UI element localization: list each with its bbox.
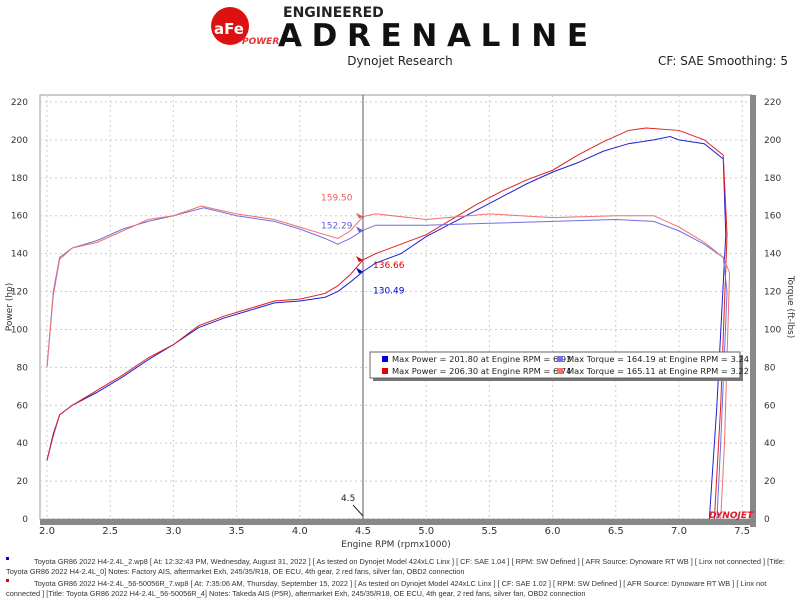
run-color-marker [6, 557, 9, 560]
afe-badge [211, 7, 249, 45]
svg-text:POWER: POWER [242, 37, 279, 47]
y-axis-label: Power (hp) [5, 283, 15, 332]
cursor-value-marker [356, 255, 363, 262]
cursor-value-marker [356, 226, 363, 233]
legend-entry: Max Power = 206.30 at Engine RPM = 6.74 [392, 366, 571, 376]
cursor-value-label: 159.50 [321, 194, 353, 204]
series-line-power-0 [46, 135, 727, 520]
svg-text:ENGINEERED: ENGINEERED [283, 5, 384, 21]
run-note-line: Toyota GR86 2022 H4-2.4L_2.wp8 [ At: 12:… [34, 557, 785, 566]
y2-tick-label: 200 [764, 136, 781, 146]
y-tick-label: 200 [11, 136, 28, 146]
y2-axis-label: Torque (ft-lbs) [785, 275, 795, 339]
correction-factor: CF: SAE Smoothing: 5 [657, 54, 788, 68]
y2-tick-label: 60 [764, 401, 776, 411]
legend-swatch [557, 356, 563, 362]
y2-tick-label: 40 [764, 439, 776, 449]
legend-entry: Max Torque = 164.19 at Engine RPM = 3.24 [567, 354, 749, 364]
plot-area [39, 94, 753, 520]
y2-tick-label: 80 [764, 363, 776, 373]
run-color-marker [6, 579, 9, 582]
x-tick-label: 3.5 [229, 526, 245, 537]
y-tick-label: 100 [11, 325, 28, 335]
y2-tick-label: 0 [764, 515, 770, 525]
x-tick-label: 2.0 [39, 526, 55, 537]
legend-entry: Max Torque = 165.11 at Engine RPM = 3.22 [567, 366, 749, 376]
x-tick-label: 6.0 [545, 526, 561, 537]
run-note-line: Toyota GR86 2022 H4-2.4L_0] Notes: Facto… [6, 567, 465, 576]
dynojet-watermark: DYNOJET [709, 511, 754, 521]
x-tick-label: 7.5 [734, 526, 750, 537]
chart-subtitle: Dynojet Research [347, 54, 453, 68]
cursor-value-marker [356, 267, 363, 274]
y2-tick-label: 120 [764, 288, 781, 298]
cursor-arrow [352, 504, 364, 517]
series-line-torque-2 [46, 207, 728, 520]
cursor-label: 4.5 [341, 494, 355, 504]
x-tick-label: 6.5 [608, 526, 624, 537]
legend-box [369, 351, 741, 379]
series-line-power-1 [46, 127, 728, 520]
y-tick-label: 140 [11, 250, 28, 260]
cursor-value-label: 130.49 [373, 287, 405, 297]
run-note-line: connected ] [Title: Toyota GR86 2022 H4-… [6, 589, 586, 598]
y2-tick-label: 100 [764, 325, 781, 335]
svg-text:aFe: aFe [214, 20, 244, 38]
cursor-value-label: 136.66 [373, 261, 405, 271]
y-tick-label: 220 [11, 98, 28, 108]
x-tick-label: 2.5 [102, 526, 118, 537]
y-tick-label: 80 [17, 363, 29, 373]
x-tick-label: 5.5 [481, 526, 497, 537]
legend-swatch [557, 368, 563, 374]
y2-tick-label: 160 [764, 212, 781, 222]
svg-text:ADRENALINE: ADRENALINE [278, 18, 588, 50]
legend-swatch [382, 356, 388, 362]
run-note-line: Toyota GR86 2022 H4-2.4L_56-50056R_7.wp8… [34, 579, 767, 588]
y-tick-label: 40 [17, 439, 29, 449]
cursor-value-marker [356, 212, 363, 219]
y2-tick-label: 220 [764, 98, 781, 108]
x-tick-label: 3.0 [165, 526, 181, 537]
cursor-value-label: 152.29 [321, 221, 353, 231]
right-axis-bar [750, 95, 756, 527]
y2-tick-label: 180 [764, 174, 781, 184]
y2-tick-label: 140 [764, 250, 781, 260]
x-axis-label: Engine RPM (rpmx1000) [341, 540, 450, 550]
y-tick-label: 60 [17, 401, 29, 411]
dyno-chart: 2.0 2.5 3.0 3.5 4.0 4.5 5.0 5.5 6.0 6.5 7.0 7.5 0 0 20… [5, 94, 795, 550]
x-tick-label: 7.0 [671, 526, 687, 537]
y-tick-label: 180 [11, 174, 28, 184]
series-line-torque-3 [46, 205, 731, 520]
y-tick-label: 120 [11, 288, 28, 298]
x-tick-label: 5.0 [418, 526, 434, 537]
y-tick-label: 0 [22, 515, 28, 525]
y-tick-label: 20 [17, 477, 29, 487]
x-tick-label: 4.0 [292, 526, 308, 537]
legend-swatch [382, 368, 388, 374]
y-tick-label: 160 [11, 212, 28, 222]
afe-adrenaline-logo: aFe POWER ENGINEERED ADRENALINE [211, 5, 588, 50]
x-tick-label: 4.5 [355, 526, 371, 537]
legend-entry: Max Power = 201.80 at Engine RPM = 6.93 [392, 354, 571, 364]
y2-tick-label: 20 [764, 477, 776, 487]
bottom-axis-bar [40, 519, 756, 525]
